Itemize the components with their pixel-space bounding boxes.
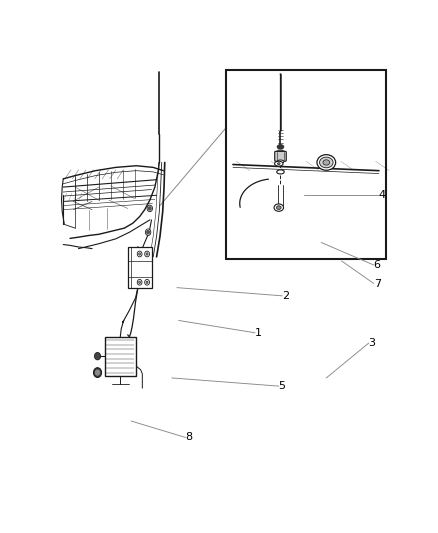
Text: 4: 4 [379,190,386,200]
Text: 5: 5 [279,381,286,391]
FancyBboxPatch shape [275,151,286,161]
Circle shape [147,205,152,212]
Circle shape [138,253,141,255]
Text: 8: 8 [185,432,192,442]
Circle shape [137,251,142,257]
Circle shape [93,368,102,377]
Circle shape [95,370,99,375]
Circle shape [147,231,149,234]
Circle shape [145,229,151,236]
Ellipse shape [274,204,283,211]
Circle shape [146,253,148,255]
Text: 3: 3 [369,338,376,348]
Ellipse shape [317,155,336,170]
Circle shape [95,352,101,360]
Ellipse shape [275,161,283,166]
Text: 6: 6 [374,260,381,270]
Circle shape [137,279,142,285]
Ellipse shape [323,160,330,165]
Circle shape [138,281,141,284]
Bar [226,70,386,259]
Ellipse shape [277,170,284,174]
Bar [105,337,135,376]
Text: 7: 7 [374,279,381,288]
Ellipse shape [276,206,281,209]
Circle shape [145,279,149,285]
Ellipse shape [277,145,283,149]
Circle shape [146,281,148,284]
Ellipse shape [277,160,284,163]
Ellipse shape [320,157,333,168]
Circle shape [145,251,149,257]
Circle shape [148,207,151,210]
Ellipse shape [276,150,285,154]
Text: 1: 1 [255,328,262,338]
Ellipse shape [277,163,280,165]
Bar [128,247,152,288]
Text: 2: 2 [282,291,289,301]
